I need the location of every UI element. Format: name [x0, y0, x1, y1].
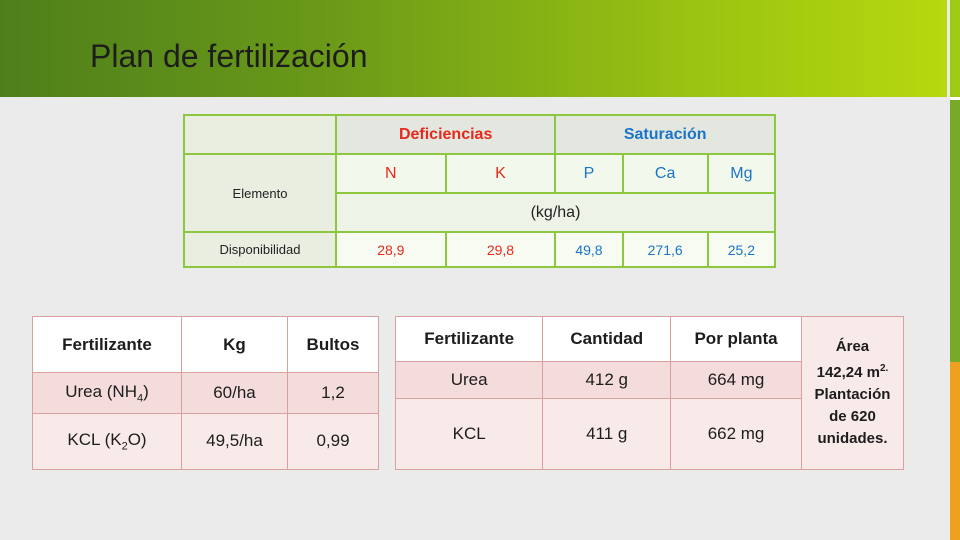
side-accent-darkgreen [950, 100, 960, 362]
group-deficiencias: Deficiencias [334, 113, 557, 156]
app-name-kcl: KCL [394, 398, 544, 470]
table-row: KCL (K2O) 49,5/ha 0,99 [32, 412, 379, 471]
availability-n: 28,9 [335, 231, 447, 268]
table-row: Urea 412 g 664 mg [394, 361, 904, 399]
availability-ca: 271,6 [621, 231, 709, 268]
availability-label: Disponibilidad [183, 231, 337, 268]
side-accent-green [950, 0, 960, 97]
dose-name-kcl: KCL (K2O) [32, 412, 182, 471]
unit-label: (kg/ha) [335, 192, 776, 234]
app-cantidad-urea: 412 g [542, 361, 672, 399]
app-name-urea: Urea [394, 361, 544, 399]
dose-header-bultos: Bultos [287, 315, 379, 374]
area-note: Área 142,24 m2. Plantación de 620 unidad… [800, 316, 905, 470]
element-label: Elemento [183, 153, 337, 234]
dose-bultos-kcl: 0,99 [287, 412, 379, 471]
app-header-por-planta: Por planta [670, 316, 802, 362]
page-title: Plan de fertilización [90, 38, 368, 74]
dose-kg-urea: 60/ha [181, 372, 288, 414]
availability-mg: 25,2 [706, 231, 777, 268]
dose-header-fertilizante: Fertilizante [32, 315, 182, 374]
nutrient-table: Deficiencias Saturación Elemento N K P C… [183, 113, 777, 268]
dose-header-row: Fertilizante Kg Bultos [32, 315, 379, 374]
element-ca: Ca [621, 153, 709, 195]
availability-row: Disponibilidad 28,9 29,8 49,8 271,6 25,2 [183, 231, 777, 268]
title-banner [0, 0, 947, 97]
dose-header-kg: Kg [181, 315, 288, 374]
element-mg: Mg [706, 153, 777, 195]
availability-p: 49,8 [554, 231, 624, 268]
fertilizer-dose-table: Fertilizante Kg Bultos Urea (NH4) 60/ha … [32, 315, 379, 471]
element-row: Elemento N K P Ca Mg [183, 153, 777, 234]
app-header-fertilizante: Fertilizante [394, 316, 544, 362]
app-por-planta-urea: 664 mg [670, 361, 802, 399]
app-cantidad-kcl: 411 g [542, 398, 672, 470]
table-row: Urea (NH4) 60/ha 1,2 [32, 372, 379, 414]
app-header-cantidad: Cantidad [542, 316, 672, 362]
side-accent-divider [950, 97, 960, 100]
application-table: Fertilizante Cantidad Por planta Área 14… [394, 316, 905, 470]
availability-k: 29,8 [444, 231, 557, 268]
group-saturacion: Saturación [554, 113, 776, 156]
element-n: N [335, 153, 447, 195]
dose-name-urea: Urea (NH4) [32, 372, 182, 414]
dose-bultos-urea: 1,2 [287, 372, 379, 414]
app-por-planta-kcl: 662 mg [670, 398, 802, 470]
side-accent-orange [950, 362, 960, 540]
element-p: P [554, 153, 624, 195]
nutrient-group-row: Deficiencias Saturación [183, 113, 776, 156]
nutrient-corner-cell [183, 113, 337, 156]
application-header-row: Fertilizante Cantidad Por planta Área 14… [394, 316, 905, 470]
table-row: KCL 411 g 662 mg [394, 398, 904, 470]
element-k: K [444, 153, 557, 195]
dose-kg-kcl: 49,5/ha [181, 412, 288, 471]
